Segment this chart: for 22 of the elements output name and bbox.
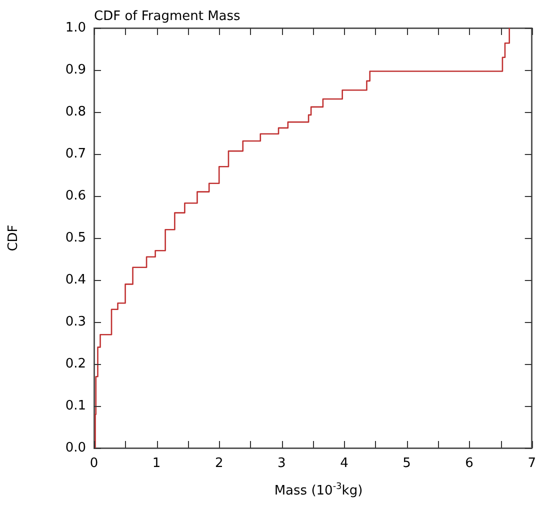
y-tick-label: 1.0	[65, 20, 86, 36]
y-tick-label: 0.5	[65, 230, 86, 246]
y-tick-label: 0.1	[65, 398, 86, 414]
x-tick-label: 7	[528, 456, 536, 472]
y-tick-label: 0.8	[65, 104, 86, 120]
y-axis-title: CDF	[6, 224, 22, 252]
x-tick-label: 4	[340, 456, 348, 472]
y-tick-label: 0.3	[65, 314, 86, 330]
y-tick-label: 0.7	[65, 146, 86, 162]
x-tick-label: 0	[90, 456, 98, 472]
y-tick-label: 0.6	[65, 188, 86, 204]
y-tick-label: 0.9	[65, 62, 86, 78]
x-axis-title: Mass (10$^{-3}$kg)	[273, 482, 364, 498]
x-tick-label: 5	[402, 456, 411, 472]
y-tick-label: 0.0	[65, 440, 86, 456]
y-tick-label: 0.4	[65, 272, 86, 288]
y-tick-label: 0.2	[65, 356, 86, 372]
x-tick-label: 1	[152, 456, 161, 472]
x-tick-label: 6	[465, 456, 474, 472]
x-tick-label: 2	[214, 456, 224, 472]
chart-title: CDF of Fragment Mass	[94, 9, 241, 24]
x-tick-label: 3	[278, 456, 286, 472]
